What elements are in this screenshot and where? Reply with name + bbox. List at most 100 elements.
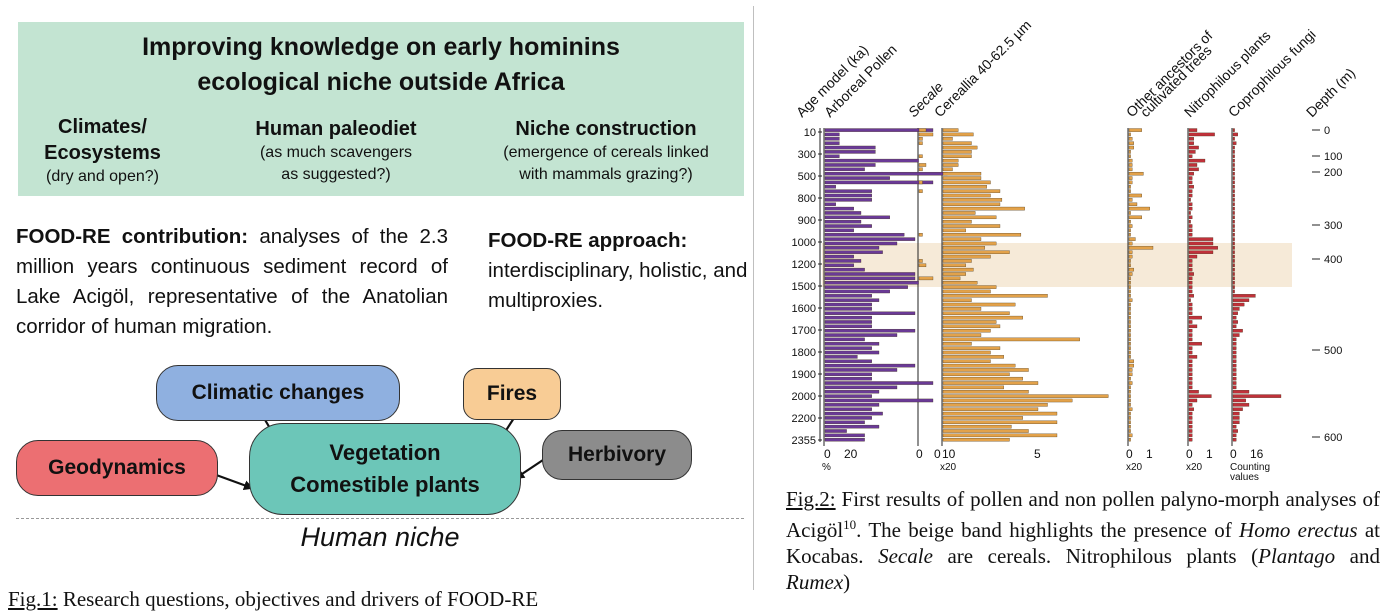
bar-p6-21: [1232, 219, 1235, 224]
bar-p1-24: [824, 233, 905, 237]
bar-p5-49: [1188, 342, 1202, 346]
bar-p1-12: [824, 180, 934, 185]
depth-tick-label: 500: [1324, 345, 1342, 357]
panel-divider: [753, 6, 754, 590]
bar-p1-55: [824, 368, 898, 372]
bar-p6-23: [1232, 228, 1235, 233]
bar-p1-59: [824, 385, 898, 390]
bar-p4-16: [1128, 198, 1133, 202]
bar-p6-61: [1232, 394, 1282, 398]
bar-p4-46: [1128, 328, 1131, 333]
bar-p1-15: [824, 193, 872, 198]
bar-p4-14: [1128, 189, 1131, 193]
bar-p5-26: [1188, 241, 1214, 246]
bar-p1-10: [824, 171, 948, 176]
bar-p4-6: [1128, 154, 1131, 158]
vegetation-line1: Vegetation: [329, 440, 441, 465]
bar-p6-3: [1232, 141, 1237, 145]
figure2-caption-italic4: Rumex: [786, 570, 844, 594]
age-tick-label: 1700: [792, 325, 816, 337]
bar-p6-65: [1232, 411, 1240, 416]
bar-p3-10: [942, 171, 982, 176]
bar-p6-24: [1232, 233, 1235, 237]
bar-p6-40: [1232, 302, 1245, 307]
vegetation-line2: Comestible plants: [290, 472, 480, 497]
bar-p3-35: [942, 281, 978, 285]
bar-p3-51: [942, 350, 991, 355]
bar-p1-20: [824, 215, 890, 220]
bar-p5-14: [1188, 189, 1193, 193]
bar-p6-25: [1232, 237, 1235, 241]
bar-p4-44: [1128, 320, 1131, 324]
bar-p6-62: [1232, 398, 1246, 403]
vegetation-node: Vegetation Comestible plants: [249, 423, 521, 515]
bar-p5-39: [1188, 298, 1191, 302]
bar-p4-38: [1128, 294, 1131, 298]
bar-p5-69: [1188, 429, 1193, 433]
bar-p5-44: [1188, 320, 1193, 324]
bar-p3-38: [942, 294, 1048, 298]
bar-p4-68: [1128, 424, 1131, 429]
bar-p5-25: [1188, 237, 1214, 241]
pollen-diagram: Age model (ka)Arboreal Pollen SecaleCerea…: [792, 17, 1359, 483]
question-climates-sub: (dry and open?): [46, 168, 159, 185]
bar-p5-40: [1188, 302, 1193, 307]
bar-p3-9: [942, 167, 953, 172]
bar-p1-71: [824, 438, 865, 442]
contribution-paragraph: FOOD-RE contribution: analyses of the 2.…: [16, 222, 448, 342]
bar-p3-7: [942, 158, 959, 163]
question-climates-head2: Ecosystems: [44, 142, 161, 164]
bar-p4-22: [1128, 224, 1133, 228]
age-tick-label: 300: [798, 149, 816, 161]
question-paleodiet: Human paleodiet (as much scavengers as s…: [224, 116, 448, 186]
figure2-caption: Fig.2: First results of pollen and non p…: [786, 486, 1380, 595]
bar-p3-11: [942, 176, 982, 180]
bar-p1-21: [824, 219, 862, 224]
bar-p3-3: [942, 141, 972, 145]
bar-p5-52: [1188, 355, 1198, 359]
bar-p1-0: [824, 128, 934, 132]
x-tick-label: 16: [1250, 447, 1264, 461]
question-niche-sub2: with mammals grazing?): [519, 166, 693, 183]
bar-p1-44: [824, 320, 872, 324]
bar-p6-14: [1232, 189, 1235, 193]
bar-p1-66: [824, 416, 872, 420]
bar-p4-63: [1128, 403, 1131, 407]
bar-p5-37: [1188, 289, 1193, 294]
bar-p1-35: [824, 281, 919, 285]
age-tick-label: 800: [798, 193, 816, 205]
bar-p4-60: [1128, 390, 1131, 394]
bar-p6-15: [1232, 193, 1235, 198]
bar-p4-2: [1128, 137, 1133, 141]
figure2-caption-part1: First results of pollen and non pollen p…: [786, 487, 1380, 542]
bar-p1-58: [824, 381, 934, 385]
bar-p5-67: [1188, 420, 1193, 425]
bar-p3-4: [942, 145, 978, 150]
bar-p6-28: [1232, 250, 1235, 254]
depth-tick-label: 200: [1324, 167, 1342, 179]
bar-p4-57: [1128, 376, 1131, 381]
bar-p6-54: [1232, 363, 1237, 368]
x-tick-label: 0: [1230, 447, 1237, 461]
age-tick-label: 1600: [792, 303, 816, 315]
bar-p1-61: [824, 394, 872, 398]
bar-p1-62: [824, 398, 934, 403]
age-tick-label: 1200: [792, 259, 816, 271]
bar-p2-6: [918, 154, 923, 158]
bar-p3-48: [942, 337, 1080, 342]
bar-p6-19: [1232, 211, 1235, 215]
bar-p6-26: [1232, 241, 1235, 246]
bar-p4-56: [1128, 372, 1133, 377]
bar-p3-41: [942, 307, 982, 311]
bar-p5-15: [1188, 193, 1193, 198]
bar-p3-44: [942, 320, 997, 324]
bar-p4-71: [1128, 438, 1131, 442]
bar-p6-68: [1232, 424, 1237, 429]
x-unit-label: x20: [1126, 462, 1143, 473]
x-tick-label: 0: [824, 447, 831, 461]
bar-p4-23: [1128, 228, 1131, 233]
bar-p6-9: [1232, 167, 1235, 172]
bar-p5-13: [1188, 185, 1194, 189]
bar-p4-48: [1128, 337, 1131, 342]
bar-p1-43: [824, 315, 872, 320]
